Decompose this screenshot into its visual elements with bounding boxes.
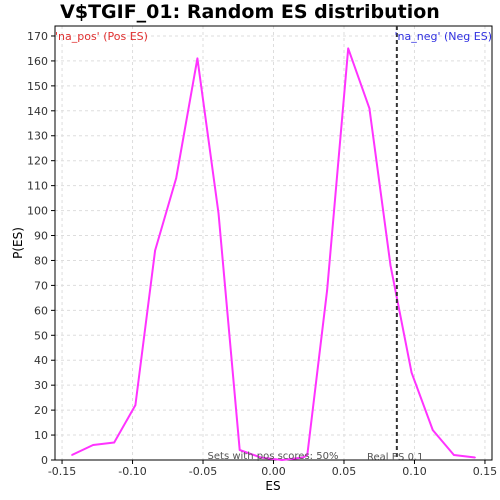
x-axis-label: ES xyxy=(265,479,280,493)
data-point xyxy=(238,449,241,451)
x-tick-label: 0.10 xyxy=(402,465,427,478)
series-layer xyxy=(71,47,476,461)
y-tick-label: 30 xyxy=(34,379,48,392)
x-tick-label: 0.15 xyxy=(473,465,498,478)
data-point xyxy=(196,57,199,60)
data-point xyxy=(474,456,476,459)
neg-es-label: 'na_neg' (Neg ES) xyxy=(395,30,492,43)
y-tick-label: 160 xyxy=(27,55,48,68)
data-point xyxy=(281,459,283,461)
data-point xyxy=(175,177,178,179)
x-axis: -0.15 -0.10 -0.05 0.00 0.05 0.10 0.15 xyxy=(48,460,497,478)
y-tick-label: 140 xyxy=(27,105,48,118)
real-es-annotation: Real ES 0.1 xyxy=(367,452,423,463)
data-point xyxy=(113,441,116,444)
y-tick-label: 50 xyxy=(34,329,48,342)
x-tick-label: -0.05 xyxy=(189,465,217,478)
y-tick-label: 70 xyxy=(34,279,48,292)
x-tick-label: -0.10 xyxy=(118,465,146,478)
data-point xyxy=(431,429,434,431)
pos-es-label: 'na_pos' (Pos ES) xyxy=(55,30,148,43)
x-tick-label: -0.15 xyxy=(48,465,76,478)
x-tick-label: 0.05 xyxy=(332,465,357,478)
data-point xyxy=(368,107,371,110)
data-point xyxy=(302,456,304,459)
data-point xyxy=(347,47,350,50)
data-point xyxy=(326,289,328,292)
data-point xyxy=(154,249,156,252)
y-tick-label: 0 xyxy=(41,454,48,467)
data-point xyxy=(71,454,73,456)
chart-title: V$TGIF_01: Random ES distribution xyxy=(60,1,440,23)
y-tick-label: 90 xyxy=(34,230,48,243)
y-tick-label: 80 xyxy=(34,254,48,267)
data-point xyxy=(260,456,262,459)
data-point xyxy=(134,404,137,406)
y-tick-label: 170 xyxy=(27,30,48,43)
y-tick-label: 10 xyxy=(34,429,48,442)
y-tick-label: 60 xyxy=(34,304,48,317)
y-tick-label: 120 xyxy=(27,155,48,168)
y-tick-label: 40 xyxy=(34,354,48,367)
data-point xyxy=(92,444,94,446)
pos-scores-annotation: Sets with pos scores: 50% xyxy=(208,451,339,462)
grid-lines xyxy=(55,26,492,461)
data-point xyxy=(217,212,220,214)
y-axis-label: P(ES) xyxy=(11,227,25,259)
y-tick-label: 110 xyxy=(27,180,48,193)
data-point xyxy=(306,454,309,456)
data-point xyxy=(410,371,413,374)
y-tick-label: 20 xyxy=(34,404,48,417)
y-tick-label: 130 xyxy=(27,130,48,143)
y-tick-label: 100 xyxy=(27,205,48,218)
y-tick-label: 150 xyxy=(27,80,48,93)
x-tick-label: 0.00 xyxy=(261,465,286,478)
y-axis: 0 10 20 30 40 50 60 70 80 90 100 110 120 130 140 150 160… xyxy=(27,30,55,467)
data-point xyxy=(453,454,455,456)
data-point xyxy=(389,264,392,267)
